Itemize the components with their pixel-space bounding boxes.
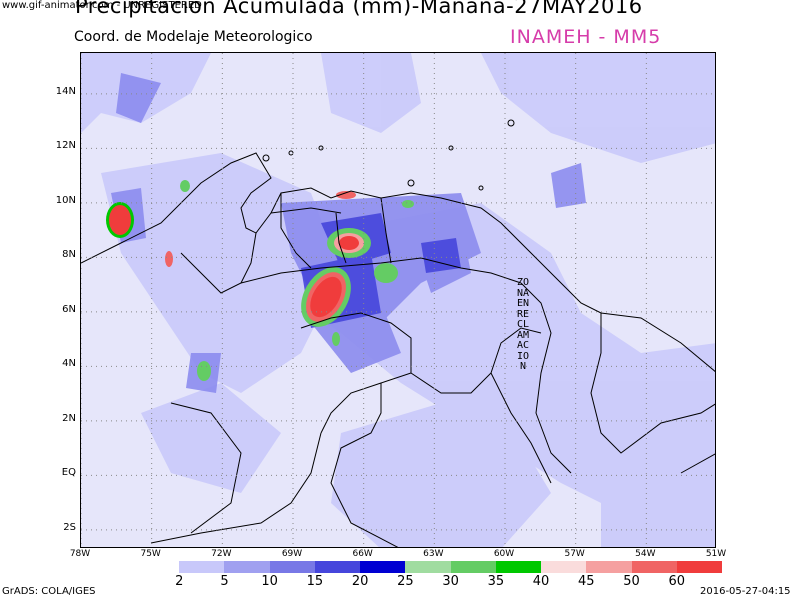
lat-tick-label: EQ	[61, 467, 76, 479]
legend-label: 35	[487, 574, 505, 589]
lon-tick-label: 60W	[493, 549, 515, 559]
legend-label: 40	[532, 574, 550, 589]
legend-label: 45	[578, 574, 595, 589]
islands	[262, 119, 515, 191]
lat-tick-label: 4N	[62, 358, 76, 370]
lon-tick-label: 57W	[564, 549, 585, 559]
lat-tick-label: 8N	[62, 249, 76, 261]
legend-label: 15	[306, 574, 324, 589]
watermark: www.gif-animator.com - UNREGISTERED	[2, 0, 202, 11]
lon-tick-label: 66W	[352, 549, 373, 559]
map-subtitle: Coord. de Modelaje Meteorologico	[74, 29, 313, 45]
legend-label: 30	[442, 574, 459, 589]
map-title: Precipitacion Acumulada (mm)-Manana-27MA…	[75, 0, 643, 18]
legend-label: 2	[175, 574, 184, 589]
legend-label: 10	[261, 574, 278, 589]
legend-swatch	[495, 561, 542, 573]
precip-heavy-cores	[106, 180, 414, 381]
legend-swatch	[541, 561, 587, 573]
zone-label: ZONA EN RECLAMACION	[516, 277, 530, 372]
legend-swatch	[269, 561, 315, 573]
lon-tick-label: 51W	[705, 549, 727, 559]
lon-tick-label: 63W	[423, 549, 444, 559]
lat-tick-label: 10N	[55, 194, 76, 206]
coastlines-borders	[81, 152, 715, 547]
legend-swatch	[360, 561, 406, 573]
lon-tick-label: 75W	[140, 549, 161, 559]
gridlines	[81, 53, 715, 547]
lat-tick-label: 14N	[55, 85, 76, 97]
map-canvas	[81, 53, 715, 547]
lon-tick-label: 69W	[281, 549, 303, 559]
lon-tick-label: 78W	[69, 549, 91, 559]
color-legend	[134, 561, 723, 573]
legend-swatch	[224, 561, 270, 573]
lon-tick-label: 72W	[211, 549, 232, 559]
legend-swatch	[631, 561, 677, 573]
legend-label: 25	[397, 574, 414, 589]
legend-swatch	[405, 561, 451, 573]
lat-tick-label: 6N	[62, 303, 76, 315]
legend-label: 50	[623, 574, 640, 589]
legend-swatch	[179, 561, 225, 573]
agency-label: INAMEH - MM5	[510, 26, 662, 48]
timestamp: 2016-05-27-04:15	[700, 586, 791, 597]
legend-label: 20	[351, 574, 369, 589]
legend-label: 60	[668, 574, 686, 589]
lat-tick-label: 2S	[63, 521, 76, 533]
legend-swatch	[314, 561, 361, 573]
grads-credit: GrADS: COLA/IGES	[2, 586, 96, 597]
lon-tick-label: 54W	[635, 549, 656, 559]
legend-swatch	[134, 561, 180, 573]
lat-tick-label: 2N	[62, 412, 76, 424]
lat-tick-label: 12N	[55, 140, 76, 152]
precipitation-map	[80, 52, 716, 548]
legend-swatch	[586, 561, 632, 573]
legend-swatch	[450, 561, 496, 573]
legend-label: 5	[220, 574, 229, 589]
legend-swatch	[676, 561, 723, 573]
